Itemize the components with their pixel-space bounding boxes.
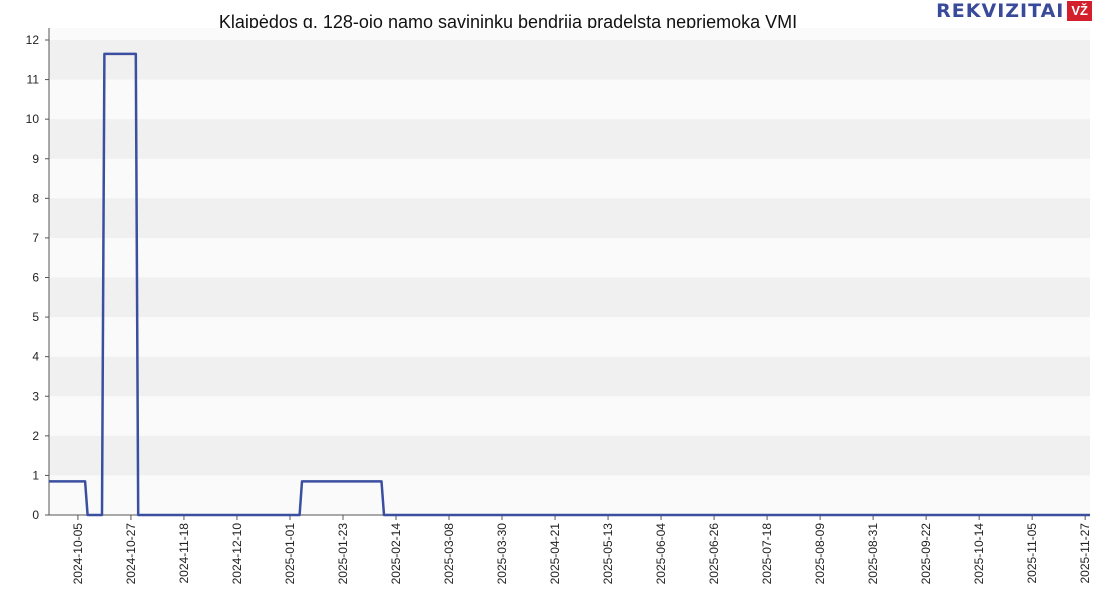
x-tick-label: 2025-08-31 (866, 523, 880, 585)
y-tick-label: 6 (32, 271, 39, 285)
y-tick-label: 11 (27, 73, 40, 87)
chart-title: Klaipėdos g. 128-ojo namo savininkų bend… (218, 12, 798, 32)
grid-band (49, 198, 1090, 238)
grid-band (49, 356, 1090, 397)
y-tick-label: 9 (32, 152, 39, 166)
series-layer (49, 52, 1090, 517)
grid-bands (49, 28, 1090, 515)
rekvizitai-logo[interactable]: REKVIZITAI VŽ (936, 0, 1092, 22)
x-tick-label: 2025-06-26 (707, 523, 721, 585)
logo-badge: VŽ (1067, 1, 1092, 21)
x-tick-label: 2024-12-10 (230, 523, 244, 585)
x-tick-label: 2025-05-13 (601, 523, 615, 585)
x-tick-label: 2025-02-14 (389, 523, 403, 585)
grid-band (49, 40, 1090, 80)
x-tick-label: 2025-07-18 (760, 523, 774, 585)
y-tick-label: 4 (32, 350, 39, 364)
x-tick-label: 2025-03-08 (442, 523, 456, 585)
grid-band (49, 119, 1090, 159)
x-tick-label: 2025-03-30 (495, 523, 509, 585)
x-tick-label: 2025-06-04 (654, 523, 668, 585)
x-tick-label: 2025-01-01 (283, 523, 297, 585)
y-tick-label: 8 (32, 191, 39, 205)
x-tick-label: 2025-08-09 (813, 523, 827, 585)
y-tick-label: 2 (32, 429, 39, 443)
x-tick-label: 2025-11-05 (1025, 523, 1039, 584)
x-tick-label: 2025-11-27 (1078, 523, 1092, 584)
y-tick-label: 10 (26, 112, 40, 126)
plot-top-margin (49, 28, 1090, 40)
y-tick-label: 7 (32, 231, 39, 245)
x-axis-ticks: 2024-10-05 2024-10-27 2024-11-18 2024-12-10… (71, 515, 1092, 584)
grid-band (49, 435, 1090, 476)
y-tick-label: 3 (32, 389, 39, 403)
x-tick-label: 2024-11-18 (177, 523, 191, 584)
y-tick-label: 12 (26, 33, 40, 47)
x-tick-label: 2025-09-22 (919, 523, 933, 585)
y-tick-label: 5 (32, 310, 39, 324)
grid-band (49, 277, 1090, 318)
series-line (49, 52, 1090, 517)
x-tick-label: 2025-04-21 (548, 523, 562, 585)
logo-text: REKVIZITAI (936, 0, 1065, 22)
x-tick-label: 2025-01-23 (336, 523, 350, 585)
y-tick-label: 0 (32, 508, 39, 522)
x-tick-label: 2024-10-27 (124, 523, 138, 585)
y-tick-label: 1 (32, 468, 39, 482)
x-tick-label: 2025-10-14 (972, 523, 986, 585)
x-tick-label: 2024-10-05 (71, 523, 85, 585)
